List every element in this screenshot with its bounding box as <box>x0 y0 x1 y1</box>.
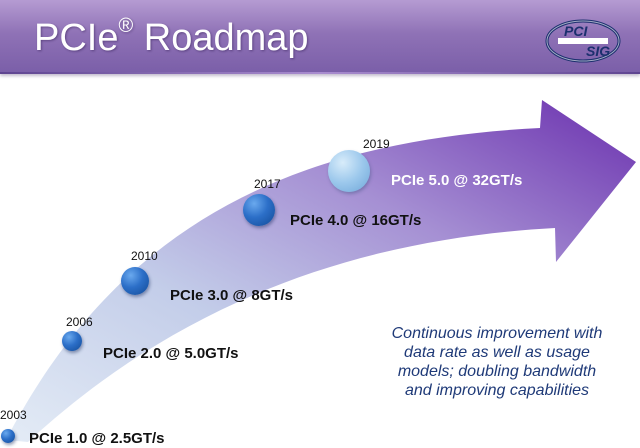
milestone-year: 2010 <box>131 249 158 263</box>
milestone-marker-2006 <box>62 331 82 351</box>
milestone-year: 2003 <box>0 408 27 422</box>
note-line: models; doubling bandwidth <box>397 363 597 380</box>
summary-note: Continuous improvement with data rate as… <box>372 324 622 400</box>
milestone-label: PCIe 3.0 @ 8GT/s <box>170 287 294 304</box>
registered-mark: ® <box>118 15 134 37</box>
title-suffix: Roadmap <box>133 17 309 59</box>
milestone-label: PCIe 4.0 @ 16GT/s <box>290 212 422 229</box>
milestone-label: PCIe 1.0 @ 2.5GT/s <box>29 430 165 447</box>
milestone-label: PCIe 2.0 @ 5.0GT/s <box>103 345 239 362</box>
milestone-marker-2017 <box>243 194 275 226</box>
logo-text-top: PCI <box>564 23 588 39</box>
note-line: Continuous improvement with <box>391 325 603 342</box>
arrow-shape <box>6 100 636 442</box>
pci-sig-logo: PCI SIG <box>545 19 621 63</box>
note-line: and improving capabilities <box>404 382 590 399</box>
title-bar: PCIe® Roadmap PCI SIG <box>0 0 640 74</box>
milestone-marker-2019 <box>328 150 370 192</box>
milestone-marker-2003 <box>1 429 15 443</box>
note-line: data rate as well as usage <box>404 344 590 361</box>
title-text: PCIe <box>34 17 119 59</box>
logo-text-bottom: SIG <box>586 43 610 59</box>
page-title: PCIe® Roadmap <box>34 15 309 59</box>
milestone-year: 2019 <box>363 137 390 151</box>
milestone-marker-2010 <box>121 267 149 295</box>
milestone-year: 2006 <box>66 315 93 329</box>
milestone-label: PCIe 5.0 @ 32GT/s <box>391 172 523 189</box>
milestone-year: 2017 <box>254 177 281 191</box>
